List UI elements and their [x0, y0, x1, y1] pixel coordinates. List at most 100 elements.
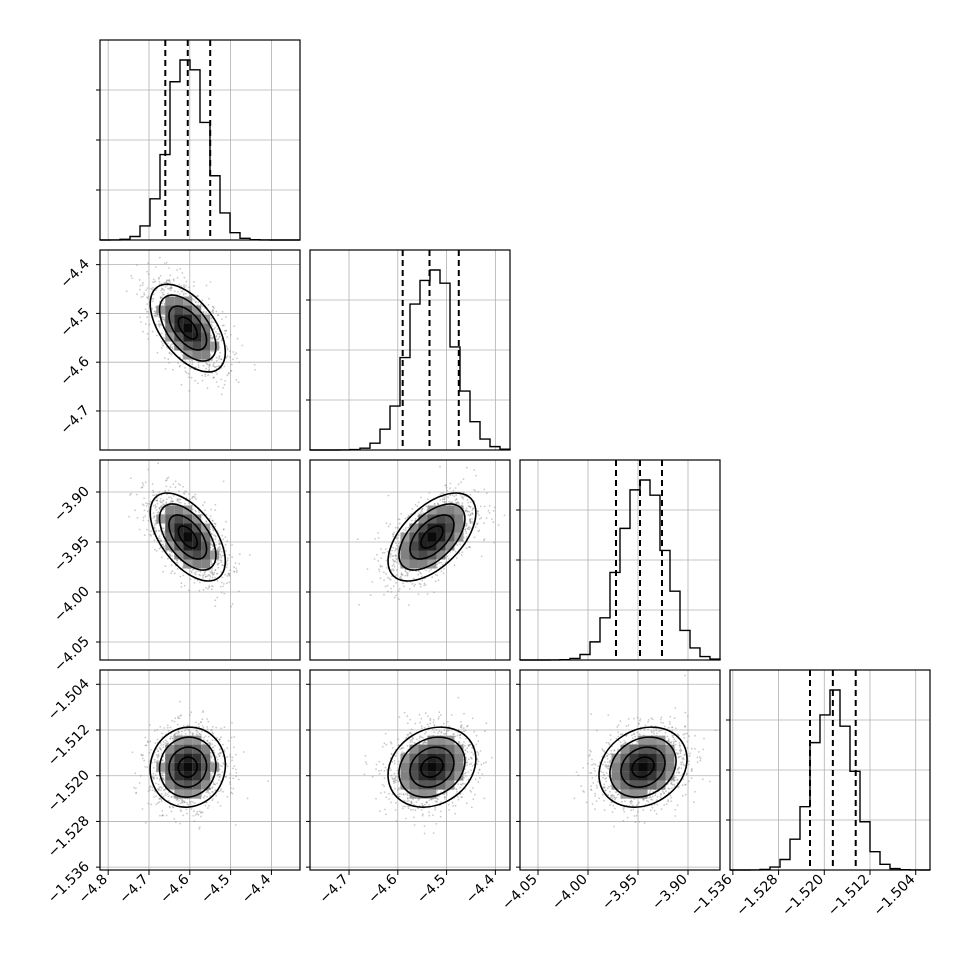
- scatter-point: [219, 805, 222, 807]
- scatter-point: [159, 497, 162, 500]
- scatter-point: [162, 318, 164, 321]
- scatter-point: [452, 489, 455, 492]
- scatter-point: [179, 484, 182, 486]
- scatter-point: [396, 573, 398, 576]
- scatter-point: [221, 318, 223, 321]
- scatter-point: [185, 371, 188, 374]
- scatter-point: [224, 536, 227, 538]
- scatter-point: [453, 495, 456, 498]
- scatter-point: [151, 297, 153, 300]
- scatter-point: [162, 343, 164, 345]
- scatter-point: [140, 296, 143, 298]
- scatter-point: [417, 573, 420, 576]
- scatter-point: [199, 581, 201, 584]
- scatter-point: [197, 364, 200, 366]
- scatter-point: [235, 567, 238, 570]
- scatter-point: [430, 568, 433, 571]
- scatter-point: [454, 499, 457, 502]
- scatter-point: [474, 526, 477, 529]
- scatter-point: [192, 801, 194, 803]
- scatter-point: [184, 292, 187, 295]
- scatter-point: [229, 369, 232, 372]
- scatter-point: [211, 576, 214, 579]
- scatter-point: [218, 546, 221, 548]
- scatter-point: [166, 279, 169, 282]
- scatter-point: [207, 587, 209, 590]
- density-cell: [445, 505, 455, 515]
- scatter-point: [188, 493, 191, 495]
- density-cell: [201, 559, 211, 569]
- scatter-point: [233, 746, 235, 749]
- scatter-point: [154, 266, 157, 268]
- scatter-point: [235, 571, 238, 574]
- scatter-point: [129, 477, 132, 480]
- scatter-point: [383, 579, 385, 581]
- scatter-point: [181, 290, 184, 292]
- scatter-point: [146, 287, 149, 289]
- scatter-point: [466, 527, 469, 530]
- scatter-point: [492, 509, 495, 512]
- scatter-point: [148, 786, 151, 789]
- scatter-point: [229, 777, 231, 779]
- scatter-point: [162, 570, 165, 573]
- joint-panel-3-0: [96, 669, 301, 871]
- scatter-point: [211, 726, 214, 728]
- scatter-point: [165, 498, 168, 501]
- scatter-point: [154, 548, 156, 551]
- scatter-point: [421, 507, 424, 510]
- scatter-point: [130, 274, 133, 277]
- scatter-point: [183, 292, 185, 295]
- scatter-point: [210, 317, 213, 319]
- scatter-point: [213, 576, 216, 579]
- scatter-point: [152, 504, 155, 507]
- scatter-point: [220, 358, 223, 361]
- scatter-point: [397, 527, 400, 530]
- scatter-point: [138, 528, 141, 531]
- scatter-point: [133, 786, 136, 789]
- scatter-point: [164, 565, 167, 568]
- scatter-point: [440, 570, 443, 573]
- scatter-point: [160, 504, 163, 507]
- scatter-point: [216, 596, 219, 599]
- scatter-point: [192, 285, 195, 287]
- scatter-point: [232, 767, 234, 770]
- scatter-point: [193, 582, 196, 584]
- scatter-point: [210, 323, 213, 326]
- scatter-point: [130, 492, 132, 495]
- scatter-point: [229, 350, 231, 353]
- scatter-point: [161, 810, 164, 812]
- scatter-point: [467, 514, 470, 516]
- scatter-point: [202, 504, 204, 507]
- scatter-point: [143, 534, 146, 537]
- hist-panel-1: [306, 249, 511, 451]
- joint-panel-2-0: [96, 459, 301, 661]
- scatter-point: [433, 591, 435, 594]
- scatter-point: [170, 497, 173, 500]
- scatter-point: [142, 330, 145, 333]
- scatter-point: [246, 797, 249, 800]
- scatter-point: [143, 509, 146, 512]
- scatter-point: [180, 582, 183, 585]
- scatter-point: [427, 498, 429, 501]
- scatter-point: [206, 387, 209, 390]
- scatter-point: [472, 507, 475, 510]
- scatter-point: [177, 500, 180, 502]
- scatter-point: [393, 596, 396, 599]
- scatter-point: [221, 551, 223, 553]
- scatter-point: [215, 756, 218, 759]
- scatter-point: [204, 375, 207, 377]
- scatter-point: [466, 499, 469, 501]
- scatter-point: [146, 528, 148, 531]
- scatter-point: [503, 514, 506, 517]
- scatter-point: [402, 528, 405, 531]
- scatter-point: [210, 532, 213, 535]
- scatter-point: [203, 573, 206, 576]
- scatter-point: [181, 272, 184, 274]
- scatter-point: [234, 562, 237, 564]
- scatter-point: [214, 366, 217, 368]
- density-cell: [436, 523, 446, 533]
- scatter-point: [380, 548, 382, 551]
- scatter-point: [213, 571, 216, 574]
- scatter-point: [439, 499, 442, 501]
- scatter-point: [128, 515, 131, 518]
